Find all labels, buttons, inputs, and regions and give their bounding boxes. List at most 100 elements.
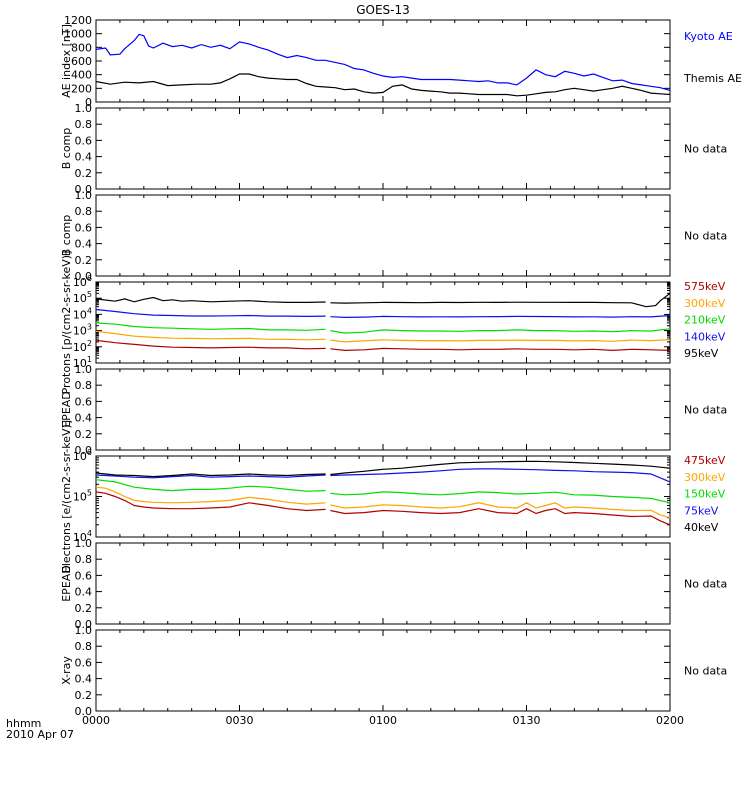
- time-tick-label: 0030: [226, 714, 254, 727]
- y-tick-label: 0.0: [75, 618, 93, 631]
- y-tick-label: 0.6: [75, 134, 93, 147]
- y-axis-label: B comp: [60, 215, 73, 257]
- legend-entry: 575keV: [684, 280, 726, 293]
- series-line-150kev: [95, 479, 671, 504]
- time-tick-label: 0100: [369, 714, 397, 727]
- y-tick-label: 0.2: [75, 689, 93, 702]
- y-tick-label: 106: [73, 448, 92, 463]
- y-tick-label: 0.4: [75, 151, 93, 164]
- y-tick-label: 1.0: [75, 189, 93, 202]
- time-axis-corner-label-hhmm: hhmm: [6, 717, 41, 730]
- y-tick-label: 0.8: [75, 553, 93, 566]
- series-line-themis-ae: [95, 73, 671, 97]
- y-axis-label: AE index [nT]: [60, 24, 73, 98]
- y-tick-label: 103: [73, 323, 92, 338]
- y-tick-label: 800: [71, 41, 92, 54]
- legend-entry: 210keV: [684, 314, 726, 327]
- panel-status-label: No data: [684, 230, 727, 243]
- y-axis-label: EPEAD: [60, 565, 73, 602]
- y-tick-label: 0.2: [75, 602, 93, 615]
- y-tick-label: 0.6: [75, 221, 93, 234]
- legend-entry: 95keV: [684, 347, 719, 360]
- legend-entry: 475keV: [684, 454, 726, 467]
- y-tick-label: 1.0: [75, 102, 93, 115]
- panel-frame: [95, 281, 671, 364]
- figure-title: GOES-13: [356, 3, 410, 17]
- panel-2: 0.0 0.2 0.4 0.6 0.8 1.0B comp No data: [60, 102, 727, 196]
- panel-frame: [95, 107, 671, 190]
- panel-frame: [95, 542, 671, 625]
- series-line-40kev: [95, 460, 671, 478]
- legend-entry: Themis AE: [683, 72, 742, 85]
- series-line-575kev: [95, 339, 671, 352]
- series-line-300kev: [95, 330, 671, 343]
- y-tick-label: 1000: [64, 28, 92, 41]
- y-tick-label: 102: [73, 339, 92, 354]
- panel-status-label: No data: [684, 143, 727, 156]
- panel-frame: [95, 629, 671, 712]
- y-tick-label: 104: [73, 306, 92, 321]
- y-tick-label: 101: [73, 355, 92, 370]
- y-tick-label: 400: [71, 69, 92, 82]
- y-tick-label: 0.8: [75, 640, 93, 653]
- y-tick-label: 1.0: [75, 537, 93, 550]
- series-line-95kev: [95, 292, 671, 308]
- y-tick-label: 0: [85, 96, 92, 109]
- panel-3: 0.0 0.2 0.4 0.6 0.8 1.0B comp No data: [60, 189, 727, 283]
- y-tick-label: 105: [73, 290, 92, 305]
- y-tick-label: 1.0: [75, 363, 93, 376]
- y-tick-label: 0.4: [75, 586, 93, 599]
- y-tick-label: 105: [73, 489, 92, 504]
- y-tick-label: 0.4: [75, 673, 93, 686]
- y-tick-label: 104: [73, 529, 92, 544]
- y-tick-label: 1.0: [75, 624, 93, 637]
- panel-5: 0.0 0.2 0.4 0.6 0.8 1.0 EPEAD No data: [60, 363, 727, 457]
- legend-entry: 75keV: [684, 504, 719, 517]
- y-axis-label: EPEAD: [60, 391, 73, 428]
- y-tick-label: 0.8: [75, 118, 93, 131]
- y-tick-label: 0.2: [75, 167, 93, 180]
- y-tick-label: 0.6: [75, 395, 93, 408]
- time-axis: 0000 0030 0100 0130 0200: [82, 714, 684, 727]
- legend-entry: 40keV: [684, 521, 719, 534]
- y-tick-label: 600: [71, 55, 92, 68]
- time-tick-label: 0000: [82, 714, 110, 727]
- y-axis-label: B comp: [60, 128, 73, 170]
- y-tick-label: 0.4: [75, 238, 93, 251]
- y-tick-label: 0.8: [75, 379, 93, 392]
- y-axis-label: Electrons [e/(cm2-s-sr-keV)]: [60, 420, 73, 573]
- series-line-140kev: [95, 308, 671, 319]
- series-line-210kev: [95, 322, 671, 334]
- panel-frame: [95, 194, 671, 277]
- y-tick-label: 0.6: [75, 656, 93, 669]
- y-tick-label: 0.6: [75, 569, 93, 582]
- series-line-75kev: [95, 468, 671, 483]
- y-tick-label: 0.2: [75, 254, 93, 267]
- y-tick-label: 0.0: [75, 444, 93, 457]
- y-tick-label: 200: [71, 82, 92, 95]
- legend-entry: 140keV: [684, 330, 726, 343]
- panel-status-label: No data: [684, 404, 727, 417]
- y-tick-label: 0.0: [75, 705, 93, 718]
- panel-frame: [95, 455, 671, 538]
- y-tick-label: 0.2: [75, 428, 93, 441]
- y-tick-label: 0.4: [75, 412, 93, 425]
- y-tick-label: 106: [73, 274, 92, 289]
- y-tick-label: 0.8: [75, 205, 93, 218]
- legend-entry: 300keV: [684, 297, 726, 310]
- series-line-kyoto-ae: [95, 33, 671, 91]
- legend-entry: 150keV: [684, 488, 726, 501]
- panel-7: 0.0 0.2 0.4 0.6 0.8 1.0 EPEAD No data: [60, 537, 727, 631]
- y-axis-label: X-ray: [60, 656, 73, 685]
- series-line-300kev: [95, 486, 671, 519]
- panel-status-label: No data: [684, 578, 727, 591]
- panel-frame: [95, 368, 671, 451]
- legend-entry: 300keV: [684, 471, 726, 484]
- series-line-475kev: [95, 491, 671, 526]
- y-tick-label: 0.0: [75, 183, 93, 196]
